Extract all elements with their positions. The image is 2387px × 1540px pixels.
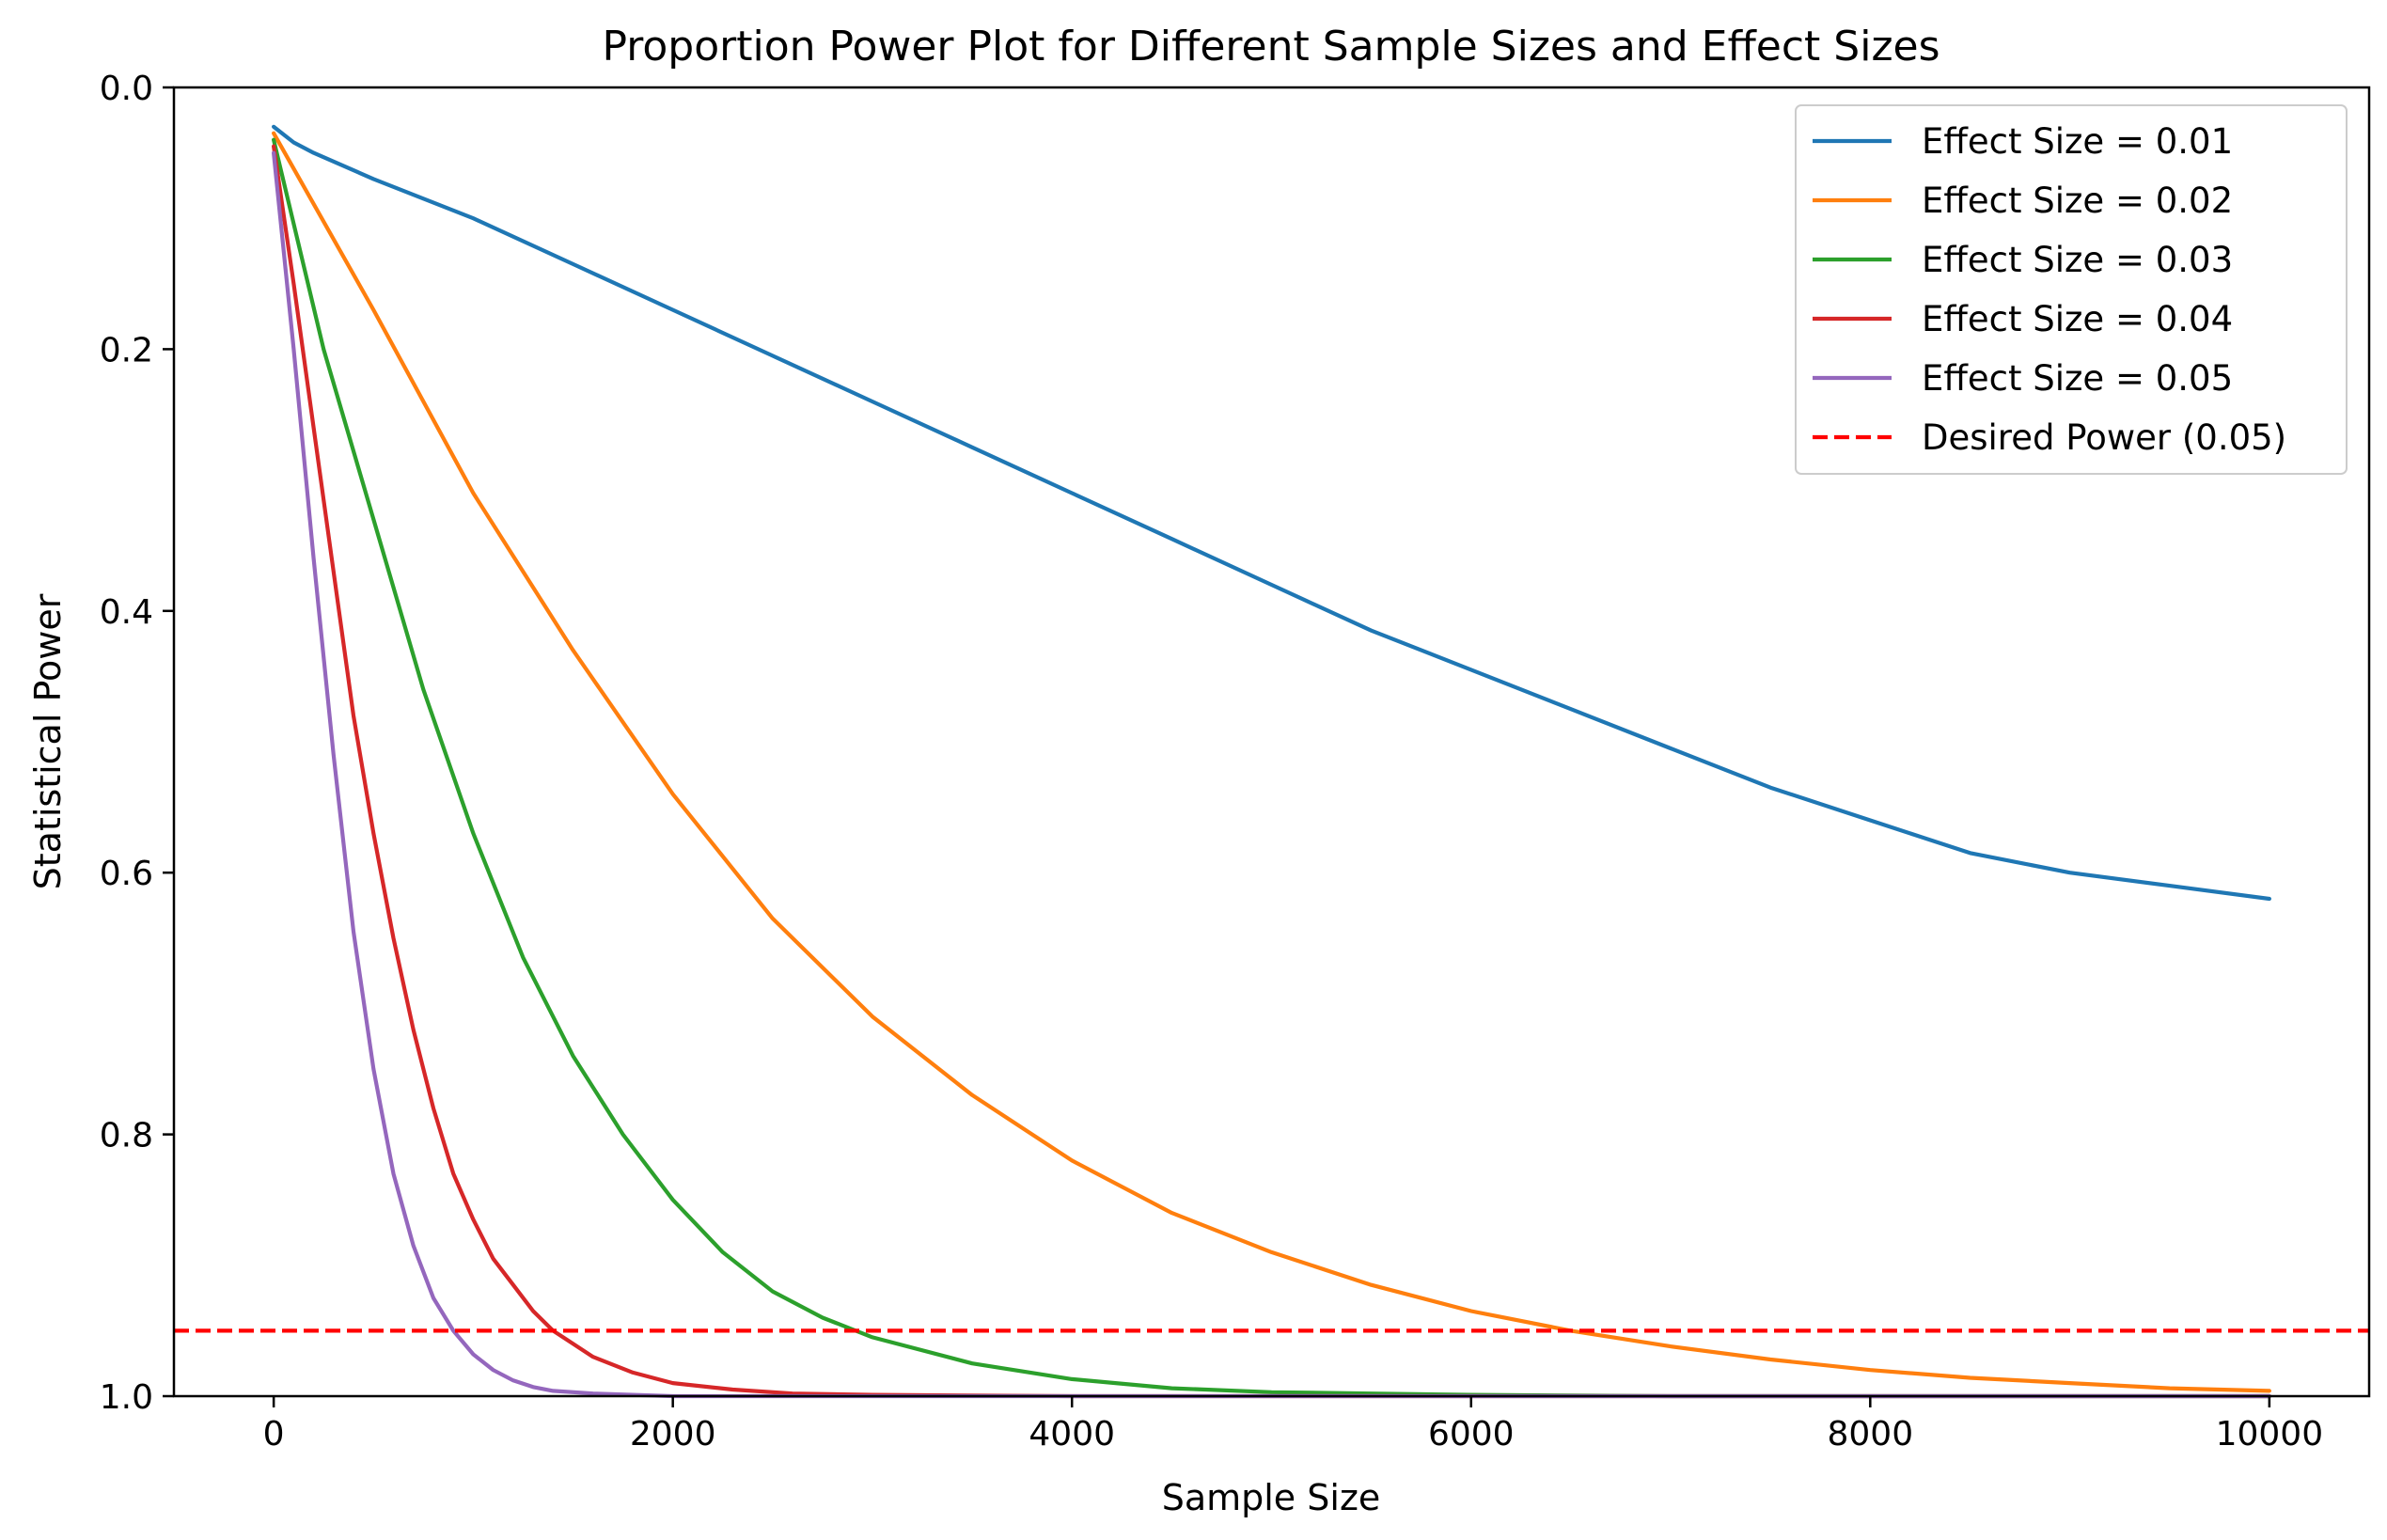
y-tick-label: 0.4 (100, 593, 153, 632)
series-line-effect-size-0-02 (272, 131, 2271, 1393)
series-line-effect-size-0-01 (272, 124, 2271, 902)
legend: Effect Size = 0.01 Effect Size = 0.02 Effe… (1795, 104, 2348, 475)
x-tick-label: 6000 (1428, 1415, 1515, 1454)
x-tick-label: 10000 (2216, 1415, 2324, 1454)
axes-frame (172, 86, 2371, 1398)
legend-items: Effect Size = 0.01 Effect Size = 0.02 Effe… (1813, 121, 2286, 458)
legend-label-effect-size-0-04: Effect Size = 0.04 (1922, 299, 2233, 339)
y-tick-label: 0.6 (100, 855, 153, 893)
x-tick-label: 8000 (1828, 1415, 1914, 1454)
chart-title: Proportion Power Plot for Different Samp… (602, 23, 1939, 71)
x-tick-label: 4000 (1029, 1415, 1115, 1454)
plot-area (172, 86, 2371, 1399)
legend-label-desired-power-0-05: Desired Power (0.05) (1922, 417, 2286, 458)
legend-box (1795, 104, 2348, 475)
y-tick-label: 0.2 (100, 331, 153, 369)
y-tick-label: 0.0 (100, 70, 153, 108)
legend-label-effect-size-0-03: Effect Size = 0.03 (1922, 240, 2233, 280)
x-axis-ticks: 0 2000 4000 6000 8000 10000 (263, 1396, 2323, 1454)
y-tick-label: 0.8 (100, 1117, 153, 1155)
x-axis-label: Sample Size (1162, 1477, 1381, 1518)
x-tick-label: 2000 (630, 1415, 716, 1454)
y-axis-label: Statistical Power (27, 593, 69, 889)
legend-label-effect-size-0-05: Effect Size = 0.05 (1922, 358, 2233, 399)
y-tick-label: 1.0 (100, 1378, 153, 1417)
legend-label-effect-size-0-02: Effect Size = 0.02 (1922, 181, 2233, 221)
legend-label-effect-size-0-01: Effect Size = 0.01 (1922, 121, 2233, 162)
x-tick-label: 0 (263, 1415, 285, 1454)
y-axis-ticks: 0.0 0.2 0.4 0.6 0.8 1.0 (100, 70, 174, 1417)
